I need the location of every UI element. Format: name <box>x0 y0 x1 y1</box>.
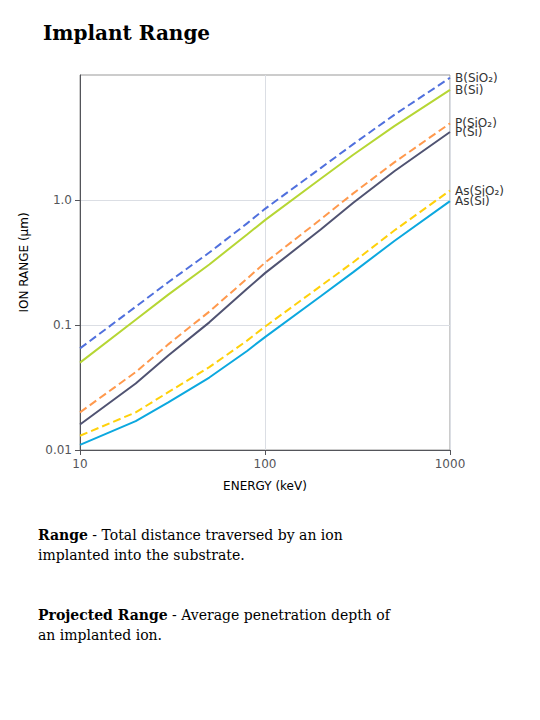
svg-text:1000: 1000 <box>435 457 466 471</box>
svg-text:Range: Range <box>38 527 88 543</box>
svg-text:an implanted ion.: an implanted ion. <box>38 627 162 643</box>
svg-text:- Average penetration depth of: - Average penetration depth of <box>168 607 392 623</box>
svg-text:B(Si): B(Si) <box>455 83 484 97</box>
svg-text:Implant Range: Implant Range <box>43 21 210 45</box>
svg-text:0.1: 0.1 <box>53 318 72 332</box>
svg-text:As(Si): As(Si) <box>455 194 490 209</box>
svg-text:10: 10 <box>72 457 87 471</box>
svg-text:B(SiO₂): B(SiO₂) <box>455 70 498 85</box>
svg-text:Projected Range: Projected Range <box>38 607 168 623</box>
svg-text:P(Si): P(Si) <box>455 125 483 139</box>
svg-text:ION RANGE (μm): ION RANGE (μm) <box>17 212 31 312</box>
svg-text:0.01: 0.01 <box>45 443 72 457</box>
svg-text:- Total distance traversed by: - Total distance traversed by an ion <box>88 527 343 543</box>
svg-text:P(SiO₂): P(SiO₂) <box>455 116 497 130</box>
svg-text:As(SiO₂): As(SiO₂) <box>455 184 504 198</box>
svg-text:100: 100 <box>254 457 277 471</box>
svg-text:1.0: 1.0 <box>53 193 72 207</box>
svg-text:implanted into the substrate.: implanted into the substrate. <box>38 547 245 563</box>
svg-text:ENERGY (keV): ENERGY (keV) <box>223 479 307 493</box>
